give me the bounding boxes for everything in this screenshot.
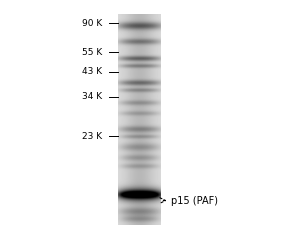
Text: 23 K: 23 K xyxy=(82,132,102,140)
Text: 55 K: 55 K xyxy=(82,48,102,57)
Text: 34 K: 34 K xyxy=(82,93,102,101)
Text: 43 K: 43 K xyxy=(82,67,102,76)
Text: p15 (PAF): p15 (PAF) xyxy=(171,195,218,206)
Text: 90 K: 90 K xyxy=(82,19,102,28)
